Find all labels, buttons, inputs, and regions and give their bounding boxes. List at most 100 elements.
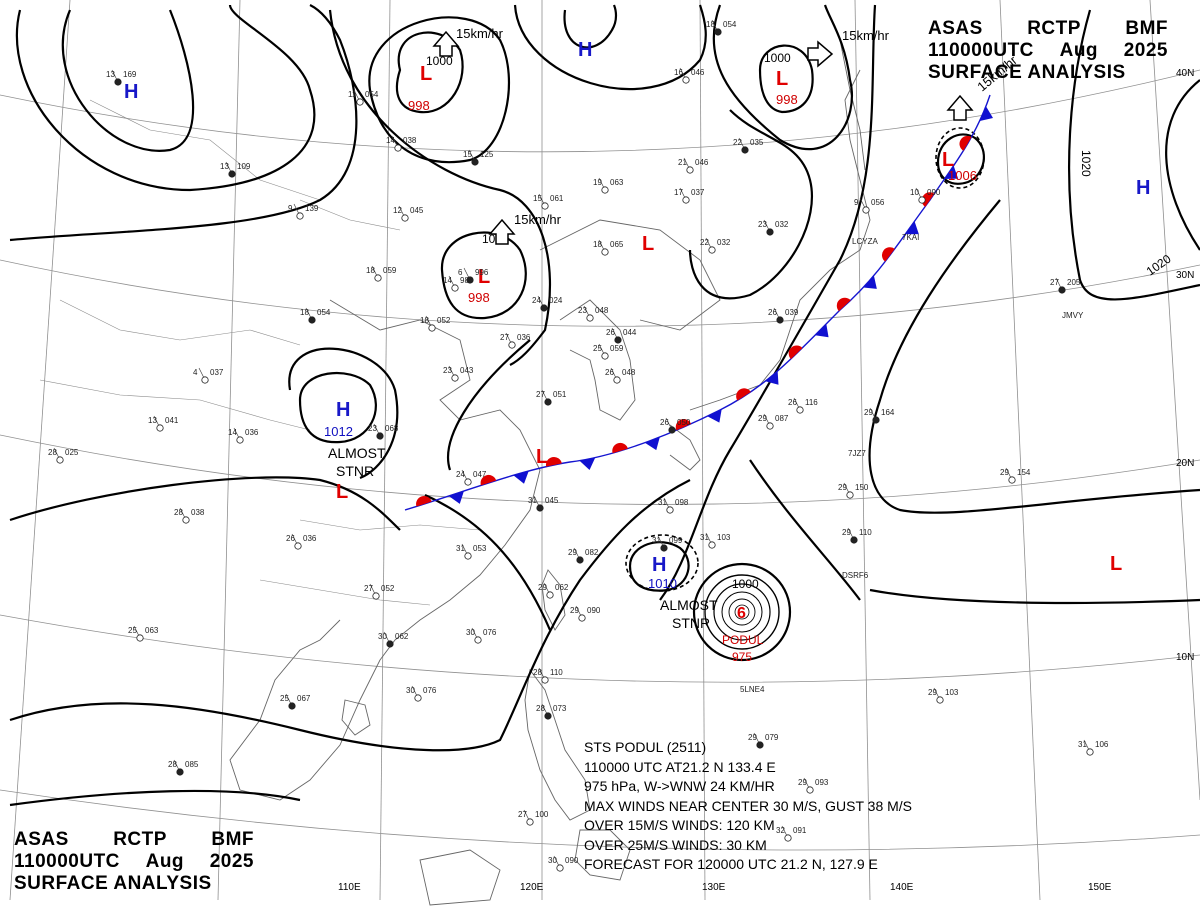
- station-temperature: 31: [652, 536, 661, 545]
- cold-front-mark: [579, 457, 596, 471]
- station-temperature: 15: [533, 194, 542, 203]
- station-pressure: 045: [410, 206, 424, 215]
- lat-label: 40N: [1176, 68, 1194, 79]
- pressure-center-low: L: [420, 63, 432, 85]
- header-month: Aug: [1059, 40, 1099, 61]
- warm-front-mark: [675, 419, 692, 431]
- station-plot: 25 059: [593, 343, 624, 360]
- station-plot: 22 035: [733, 137, 764, 154]
- isobar: [513, 4, 707, 91]
- station-circle-icon: [666, 506, 674, 514]
- station-plot: 28 110: [533, 667, 563, 684]
- lat-label: 30N: [1176, 270, 1194, 281]
- station-pressure: 116: [805, 398, 818, 407]
- chart-header-bottom-left: ASAS RCTP BMF 110000UTC Aug 2025 SURFACE…: [14, 829, 254, 895]
- station-plot: 29 082: [568, 547, 599, 564]
- station-circle-icon: [236, 436, 244, 444]
- station-circle-icon: [918, 196, 926, 204]
- lon-line-150e: [1149, 0, 1200, 801]
- pressure-center-low: L: [478, 266, 490, 288]
- station-pressure: 154: [1017, 468, 1031, 477]
- station-circle-icon: [796, 406, 804, 414]
- stationary-front: [404, 94, 994, 511]
- typhoon-ring: [721, 591, 763, 633]
- station-circle-icon: [544, 398, 552, 406]
- station-circle-icon: [756, 741, 764, 749]
- station-pressure: 076: [483, 628, 497, 637]
- station-plot: 26 036: [286, 533, 317, 550]
- station-pressure: 056: [871, 198, 885, 207]
- station-circle-icon: [1058, 286, 1066, 294]
- station-circle-icon: [374, 274, 382, 282]
- pressure-center-value: 998: [776, 92, 798, 107]
- dashed-circle: [935, 127, 985, 189]
- station-plot: 18 052: [420, 315, 451, 332]
- station-circle-icon: [114, 78, 122, 86]
- station-temperature: 28: [536, 704, 545, 713]
- dashed-circles: [625, 127, 985, 592]
- isobar: [758, 44, 814, 114]
- korea-coast: [559, 299, 636, 421]
- typhoon-symbol: 6: [737, 605, 746, 622]
- header-month: Aug: [145, 851, 185, 872]
- station-circle-icon: [288, 702, 296, 710]
- dashed-circle: [625, 534, 699, 592]
- station-temperature: 28: [533, 668, 542, 677]
- station-plot: 26 044: [606, 327, 637, 344]
- station-temperature: 31: [658, 498, 667, 507]
- kyushu-coast: [669, 424, 701, 471]
- station-temperature: 11: [348, 90, 357, 99]
- river-line: [299, 199, 401, 231]
- isobar-label: 1000: [764, 51, 791, 65]
- isobar: [298, 371, 377, 444]
- station-temperature: 23: [578, 306, 587, 315]
- station-temperature: 29: [798, 778, 807, 787]
- station-plot: 15 061: [533, 193, 564, 210]
- header-region-code: ASAS: [14, 829, 69, 850]
- isobar: [9, 476, 401, 531]
- isobar: [9, 789, 301, 807]
- station-circle-icon: [508, 341, 516, 349]
- station-plot: 28 038: [174, 507, 205, 524]
- station-temperature: 27: [536, 390, 545, 399]
- hainan-coast: [341, 699, 371, 736]
- cold-front-mark: [863, 275, 877, 289]
- station-temperature: 14: [228, 428, 237, 437]
- almost-stnr-label: ALMOST: [328, 445, 386, 461]
- station-pressure: 125: [480, 150, 494, 159]
- station-plot: 23 048: [578, 305, 609, 322]
- station-plot: 27 100: [518, 809, 549, 826]
- station-circle-icon: [806, 786, 814, 794]
- header-title: SURFACE ANALYSIS: [928, 62, 1126, 83]
- movement-arrow-icon: [432, 30, 460, 57]
- station-plot: 30 062: [378, 631, 409, 648]
- station-temperature: 10: [910, 188, 919, 197]
- pressure-center-value: 1010: [648, 576, 677, 591]
- typhoon-name: PODUL: [722, 633, 764, 647]
- station-plot: 24 024: [532, 295, 563, 312]
- pressure-center-high: H: [124, 81, 138, 103]
- station-temperature: 27: [364, 584, 373, 593]
- station-pressure: 091: [793, 826, 807, 835]
- station-plot: 10 090: [910, 187, 941, 204]
- lat-label: 20N: [1176, 458, 1194, 469]
- station-plot: 22 032: [700, 237, 731, 254]
- station-plot: 29 154: [1000, 467, 1031, 484]
- pressure-center-low: L: [942, 149, 954, 171]
- station-circle-icon: [356, 98, 364, 106]
- header-center-code: RCTP: [1027, 18, 1081, 39]
- station-temperature: 18: [420, 316, 429, 325]
- storm-info-line: STS PODUL (2511): [584, 739, 707, 755]
- cold-front-mark: [815, 323, 829, 338]
- storm-info-line: 110000 UTC AT21.2 N 133.4 E: [584, 758, 776, 775]
- station-pressure: 063: [145, 626, 159, 635]
- station-temperature: 29: [864, 408, 873, 417]
- station-pressure: 046: [691, 68, 705, 77]
- station-pressure: 050: [677, 418, 691, 427]
- station-plot: 30 090: [548, 855, 579, 872]
- station-pressure: 100: [535, 810, 549, 819]
- lon-line-115e: [379, 0, 391, 901]
- isobar: [749, 459, 861, 601]
- isobar: [368, 16, 511, 164]
